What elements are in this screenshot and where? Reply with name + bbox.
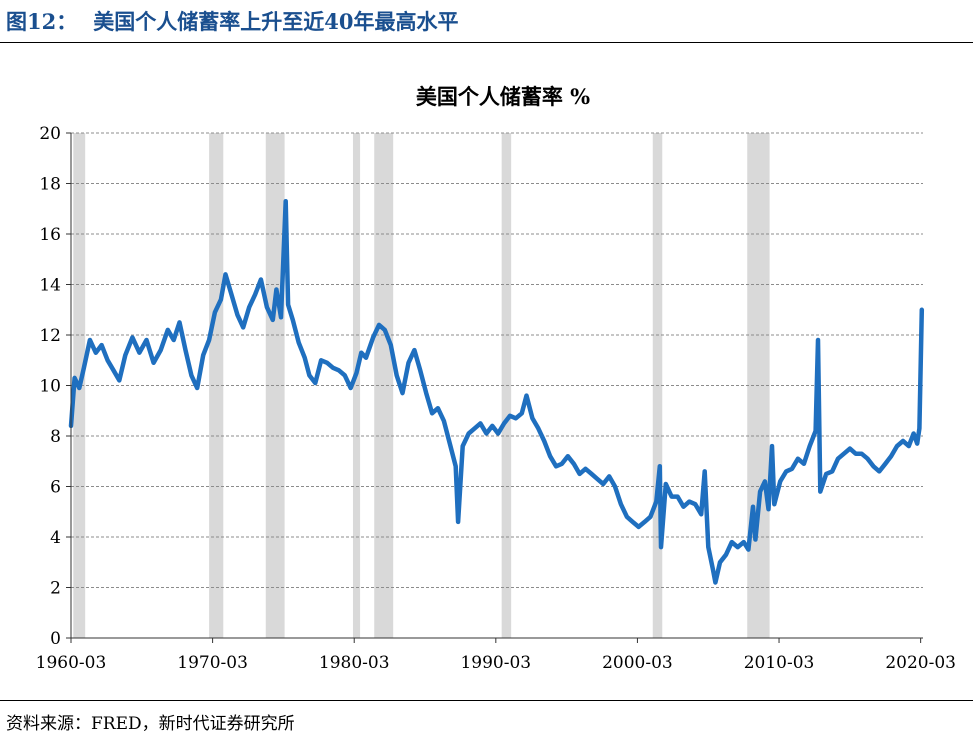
y-tick-label: 4: [50, 528, 61, 548]
y-tick-label: 6: [50, 478, 61, 498]
y-tick-label: 14: [39, 276, 61, 296]
figure-header: 图12： 美国个人储蓄率上升至近40年最高水平: [0, 0, 973, 43]
x-tick-label: 2020-03: [885, 653, 956, 673]
y-tick-label: 10: [39, 377, 61, 397]
figure-title: 图12： 美国个人储蓄率上升至近40年最高水平: [6, 6, 458, 36]
gridlines: [71, 132, 923, 588]
y-tick-label: 12: [39, 326, 61, 346]
axes: 0 2 4 6 8 10 12 14 16 18 20 1960-03 1970-03 1980-03 19…: [36, 124, 956, 673]
figure-title-text: 美国个人储蓄率上升至近40年最高水平: [93, 9, 459, 34]
y-tick-label: 0: [50, 629, 61, 649]
line-chart: 美国个人储蓄率 % 0 2 4 6 8 10 12 14 16 18 20 1960-03 1970-0…: [36, 84, 956, 673]
y-tick-label: 16: [39, 225, 61, 245]
source-note: 资料来源：FRED，新时代证券研究所: [6, 714, 295, 734]
y-tick-label: 18: [39, 175, 61, 195]
chart-title: 美国个人储蓄率 %: [416, 84, 590, 109]
x-tick-label: 1960-03: [36, 653, 107, 673]
x-tick-label: 1980-03: [319, 653, 390, 673]
series-lines: [68, 198, 925, 585]
y-tick-label: 2: [50, 579, 61, 599]
x-tick-label: 1990-03: [460, 653, 531, 673]
figure-label: 图12：: [6, 9, 78, 34]
x-tick-label: 1970-03: [177, 653, 248, 673]
recession-band: [265, 133, 285, 638]
figure-footer: 资料来源：FRED，新时代证券研究所: [0, 700, 973, 739]
x-tick-label: 2000-03: [602, 653, 673, 673]
x-tick-label: 2010-03: [744, 653, 815, 673]
series-line: [68, 198, 925, 585]
y-tick-label: 8: [50, 427, 61, 447]
y-tick-label: 20: [39, 124, 61, 144]
